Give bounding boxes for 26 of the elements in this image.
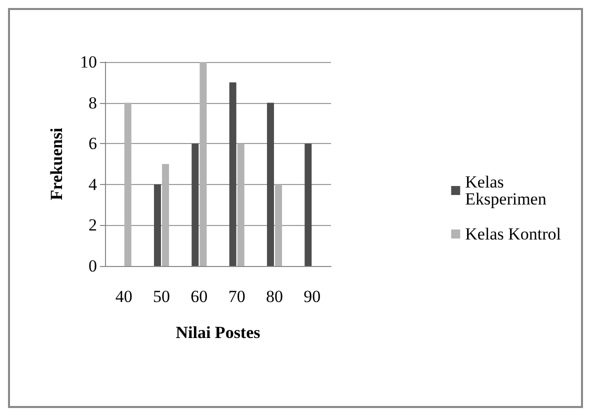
y-tick-label: 0 — [88, 256, 97, 276]
bar — [192, 144, 199, 266]
x-tick-label: 70 — [228, 287, 246, 306]
x-tick-label: 80 — [266, 287, 283, 306]
y-tick-label: 2 — [88, 216, 97, 235]
y-tick-label: 10 — [80, 52, 97, 72]
legend-label: Kelas Eksperimen — [465, 172, 547, 208]
x-tick-label: 50 — [153, 287, 170, 306]
x-tick-label: 90 — [304, 287, 321, 306]
bar — [154, 184, 161, 266]
y-axis-title: Frekuensi — [47, 128, 66, 200]
bar — [304, 144, 312, 266]
bar — [275, 184, 282, 266]
y-tick-label: 6 — [88, 134, 97, 154]
y-tick-label: 8 — [88, 93, 97, 112]
legend-label: Kelas Kontrol — [465, 224, 562, 244]
x-axis-title: Nilai Postes — [176, 323, 261, 342]
y-tick-label: 4 — [88, 174, 98, 194]
bar — [266, 102, 274, 266]
bar — [229, 82, 236, 266]
x-tick-label: 60 — [190, 287, 208, 306]
bar — [237, 144, 244, 266]
bar — [124, 102, 132, 266]
bar — [200, 62, 207, 266]
bar — [162, 164, 170, 266]
x-tick-label: 40 — [115, 287, 132, 306]
